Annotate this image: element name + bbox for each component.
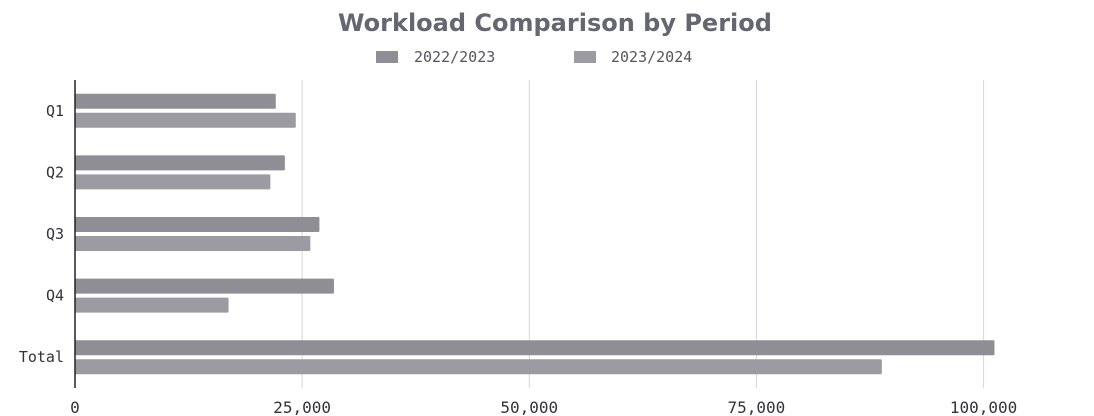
bar-q4-2023-2024 [75,297,229,313]
bar-q2-2022-2023 [75,155,285,171]
y-tick-label: Q1 [46,102,64,120]
y-tick-label: Total [19,348,64,366]
y-tick-label: Q4 [46,287,64,305]
chart-title: Workload Comparison by Period [338,9,772,37]
bar-total-2023-2024 [75,359,882,375]
legend-swatch-2023-2024 [574,51,596,63]
bar-q2-2023-2024 [75,174,271,190]
bar-q3-2022-2023 [75,217,320,232]
x-tick-label: 50,000 [500,398,558,416]
x-tick-label: 75,000 [728,398,786,416]
legend-item-2023-2024: 2023/2024 [574,48,692,66]
legend: 2022/2023 2023/2024 [376,48,692,66]
x-tick-label: 25,000 [273,398,331,416]
x-axis-labels: 0 25,000 50,000 75,000 100,000 [70,398,1017,416]
y-tick-label: Q3 [46,225,64,243]
bars [75,93,995,375]
y-tick-label: Q2 [46,163,64,181]
bar-q4-2022-2023 [75,278,334,294]
x-tick-label: 100,000 [950,398,1017,416]
legend-item-2022-2023: 2022/2023 [376,48,495,66]
bar-total-2022-2023 [75,340,995,356]
gridlines [301,80,985,388]
bar-q1-2022-2023 [75,93,276,109]
legend-label-2023-2024: 2023/2024 [611,48,692,66]
bar-q1-2023-2024 [75,112,296,128]
legend-label-2022-2023: 2022/2023 [414,48,495,66]
legend-swatch-2022-2023 [376,51,398,63]
bar-q3-2023-2024 [75,236,311,251]
x-tick-label: 0 [70,398,80,416]
y-axis-labels: Q1 Q2 Q3 Q4 Total [19,102,64,366]
